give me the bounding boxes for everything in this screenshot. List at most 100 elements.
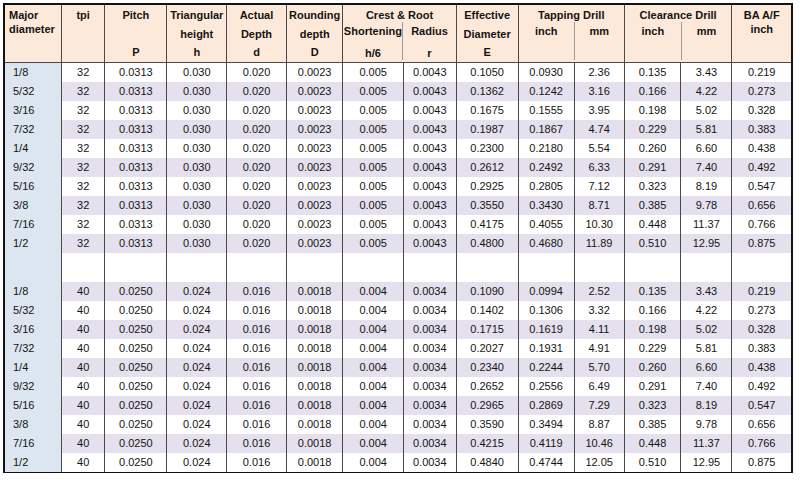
cell-major-diameter: 1/8 xyxy=(5,63,62,82)
cell-value: 8.19 xyxy=(681,396,732,415)
cell-value: 0.260 xyxy=(624,139,681,158)
cell-value: 0.005 xyxy=(343,234,404,253)
cell-value: 0.0023 xyxy=(286,82,343,101)
cell-value: 0.291 xyxy=(624,377,681,396)
cell-value: 0.219 xyxy=(732,63,791,82)
cell-value: 0.0313 xyxy=(105,139,167,158)
table-row: 5/16320.03130.0300.0200.00230.0050.00430… xyxy=(5,177,791,196)
cell-value: 0.0018 xyxy=(286,282,343,301)
cell-value: 0.024 xyxy=(167,339,227,358)
cell-value: 0.005 xyxy=(343,196,404,215)
cell-value: 0.510 xyxy=(624,453,681,472)
cell-value: 0.024 xyxy=(167,377,227,396)
cell-major-diameter: 1/4 xyxy=(5,358,62,377)
cell-value: 6.49 xyxy=(574,377,624,396)
separator-row xyxy=(5,253,791,282)
cell-value: 0.0023 xyxy=(286,158,343,177)
cell-value xyxy=(167,253,227,282)
cell-value: 0.0250 xyxy=(105,358,167,377)
cell-value: 2.52 xyxy=(574,282,624,301)
cell-value: 0.4744 xyxy=(518,453,574,472)
cell-value: 0.030 xyxy=(167,177,227,196)
table-row: 3/8400.02500.0240.0160.00180.0040.00340.… xyxy=(5,415,791,434)
cell-value: 11.37 xyxy=(681,434,732,453)
cell-value xyxy=(343,253,404,282)
cell-major-diameter: 7/32 xyxy=(5,339,62,358)
cell-value: 0.2027 xyxy=(456,339,518,358)
cell-value: 0.4175 xyxy=(456,215,518,234)
header-symbol: E xyxy=(483,45,490,59)
subheader-text: Shortening xyxy=(344,24,402,38)
cell-value: 0.016 xyxy=(227,320,287,339)
cell-value: 7.29 xyxy=(574,396,624,415)
cell-value: 0.0034 xyxy=(403,282,456,301)
cell-value: 0.030 xyxy=(167,120,227,139)
header-text: Rounding xyxy=(289,8,340,22)
subheader-text: mm xyxy=(590,24,610,38)
cell-value: 0.016 xyxy=(227,301,287,320)
cell-value: 32 xyxy=(62,196,105,215)
cell-value: 0.0034 xyxy=(403,453,456,472)
subheader-text: Radius xyxy=(411,24,448,38)
cell-value: 0.030 xyxy=(167,215,227,234)
cell-value: 0.492 xyxy=(732,377,791,396)
group-header-text: Clearance Drill xyxy=(625,8,732,22)
cell-value: 10.30 xyxy=(574,215,624,234)
cell-value: 7.40 xyxy=(681,377,732,396)
header-text: Triangular xyxy=(170,8,223,22)
cell-value: 0.005 xyxy=(343,177,404,196)
col-header-effective-diameter: Effective Diameter E xyxy=(456,5,518,63)
cell-value: 12.95 xyxy=(681,234,732,253)
header-text: inch xyxy=(750,22,773,36)
cell-value: 0.0043 xyxy=(403,120,456,139)
cell-value xyxy=(227,253,287,282)
cell-value: 40 xyxy=(62,453,105,472)
cell-value: 0.510 xyxy=(624,234,681,253)
cell-value: 0.016 xyxy=(227,358,287,377)
cell-value: 0.875 xyxy=(732,453,791,472)
cell-value: 0.323 xyxy=(624,396,681,415)
cell-value: 4.91 xyxy=(574,339,624,358)
cell-value: 0.020 xyxy=(227,196,287,215)
cell-value: 32 xyxy=(62,120,105,139)
cell-value: 0.0018 xyxy=(286,434,343,453)
cell-value: 0.020 xyxy=(227,177,287,196)
cell-value: 0.020 xyxy=(227,63,287,82)
cell-value: 0.0313 xyxy=(105,120,167,139)
cell-value: 0.0018 xyxy=(286,358,343,377)
cell-value: 0.4680 xyxy=(518,234,574,253)
col-header-triangular-height: Triangular height h xyxy=(167,5,227,63)
subheader-symbol: r xyxy=(427,46,431,60)
cell-value: 0.016 xyxy=(227,453,287,472)
cell-value: 40 xyxy=(62,339,105,358)
cell-value: 40 xyxy=(62,396,105,415)
table-row: 9/32400.02500.0240.0160.00180.0040.00340… xyxy=(5,377,791,396)
cell-value: 6.60 xyxy=(681,139,732,158)
table-row: 3/16320.03130.0300.0200.00230.0050.00430… xyxy=(5,101,791,120)
cell-major-diameter: 3/8 xyxy=(5,196,62,215)
table-row: 5/16400.02500.0240.0160.00180.0040.00340… xyxy=(5,396,791,415)
cell-value: 0.020 xyxy=(227,101,287,120)
cell-value: 0.0043 xyxy=(403,177,456,196)
cell-value: 0.0313 xyxy=(105,196,167,215)
cell-value: 0.1867 xyxy=(518,120,574,139)
header-text: Depth xyxy=(241,27,272,41)
col-header-pitch: Pitch P xyxy=(105,5,167,63)
cell-major-diameter: 5/16 xyxy=(5,396,62,415)
cell-value: 0.005 xyxy=(343,158,404,177)
cell-value: 0.0034 xyxy=(403,358,456,377)
cell-value: 0.016 xyxy=(227,415,287,434)
cell-value: 0.4840 xyxy=(456,453,518,472)
header-text: BA A/F xyxy=(744,8,780,22)
cell-value: 0.2652 xyxy=(456,377,518,396)
cell-value: 0.1931 xyxy=(518,339,574,358)
cell-value: 0.547 xyxy=(732,396,791,415)
cell-value: 0.273 xyxy=(732,82,791,101)
cell-value: 0.1715 xyxy=(456,320,518,339)
cell-value: 0.024 xyxy=(167,282,227,301)
cell-value xyxy=(403,253,456,282)
cell-value: 0.0043 xyxy=(403,234,456,253)
cell-value: 0.766 xyxy=(732,434,791,453)
cell-major-diameter: 1/2 xyxy=(5,453,62,472)
cell-value: 40 xyxy=(62,377,105,396)
